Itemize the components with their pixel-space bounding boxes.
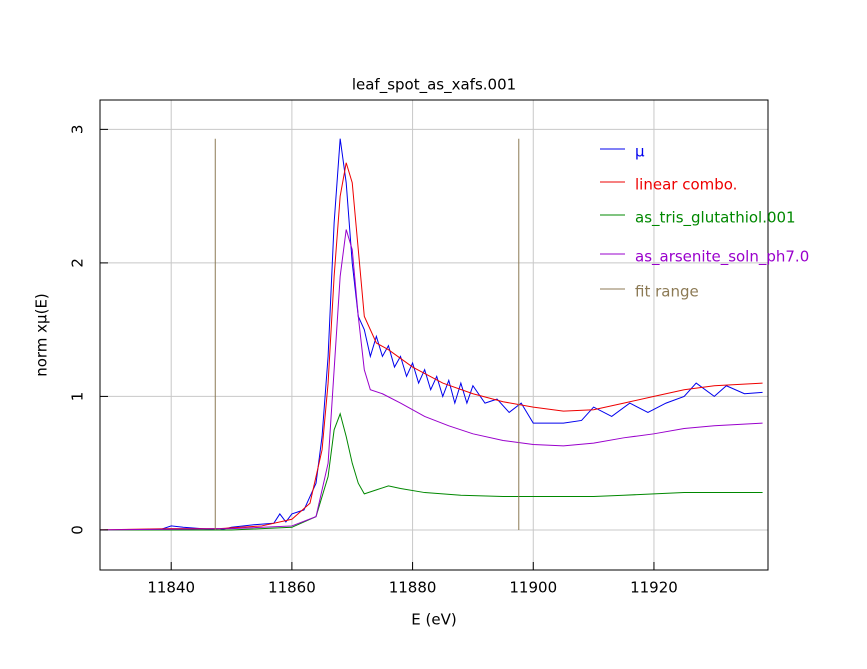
y-tick-label: 0 (69, 525, 87, 535)
plot-frame (99, 99, 769, 571)
data-line (100, 412, 763, 531)
legend-label: as_tris_glutathiol.001 (635, 209, 796, 228)
y-tick-label: 3 (69, 125, 87, 135)
legend-label: linear combo. (635, 176, 737, 194)
x-tick-label: 11920 (630, 579, 678, 597)
data-line (100, 162, 763, 531)
y-axis-label: norm xμ(E) (33, 293, 51, 377)
grid (100, 100, 768, 570)
data-line (100, 229, 763, 531)
legend-label: fit range (635, 283, 699, 301)
legend-label: as_arsenite_soln_ph7.0 (635, 248, 809, 267)
y-tick-label: 2 (69, 258, 87, 268)
legend-label: μ (635, 143, 645, 161)
x-tick-label: 11900 (509, 579, 557, 597)
plot-area (100, 138, 763, 531)
chart-title: leaf_spot_as_xafs.001 (352, 76, 516, 95)
x-tick-label: 11880 (389, 579, 437, 597)
legend: μ linear combo. as_tris_glutathiol.001 as_a… (600, 143, 809, 301)
data-line (100, 138, 763, 531)
x-tick-label: 11860 (268, 579, 316, 597)
x-tick-label: 11840 (147, 579, 195, 597)
y-tick-label: 1 (69, 392, 87, 402)
x-axis-label: E (eV) (411, 611, 456, 629)
data-line (214, 138, 520, 530)
